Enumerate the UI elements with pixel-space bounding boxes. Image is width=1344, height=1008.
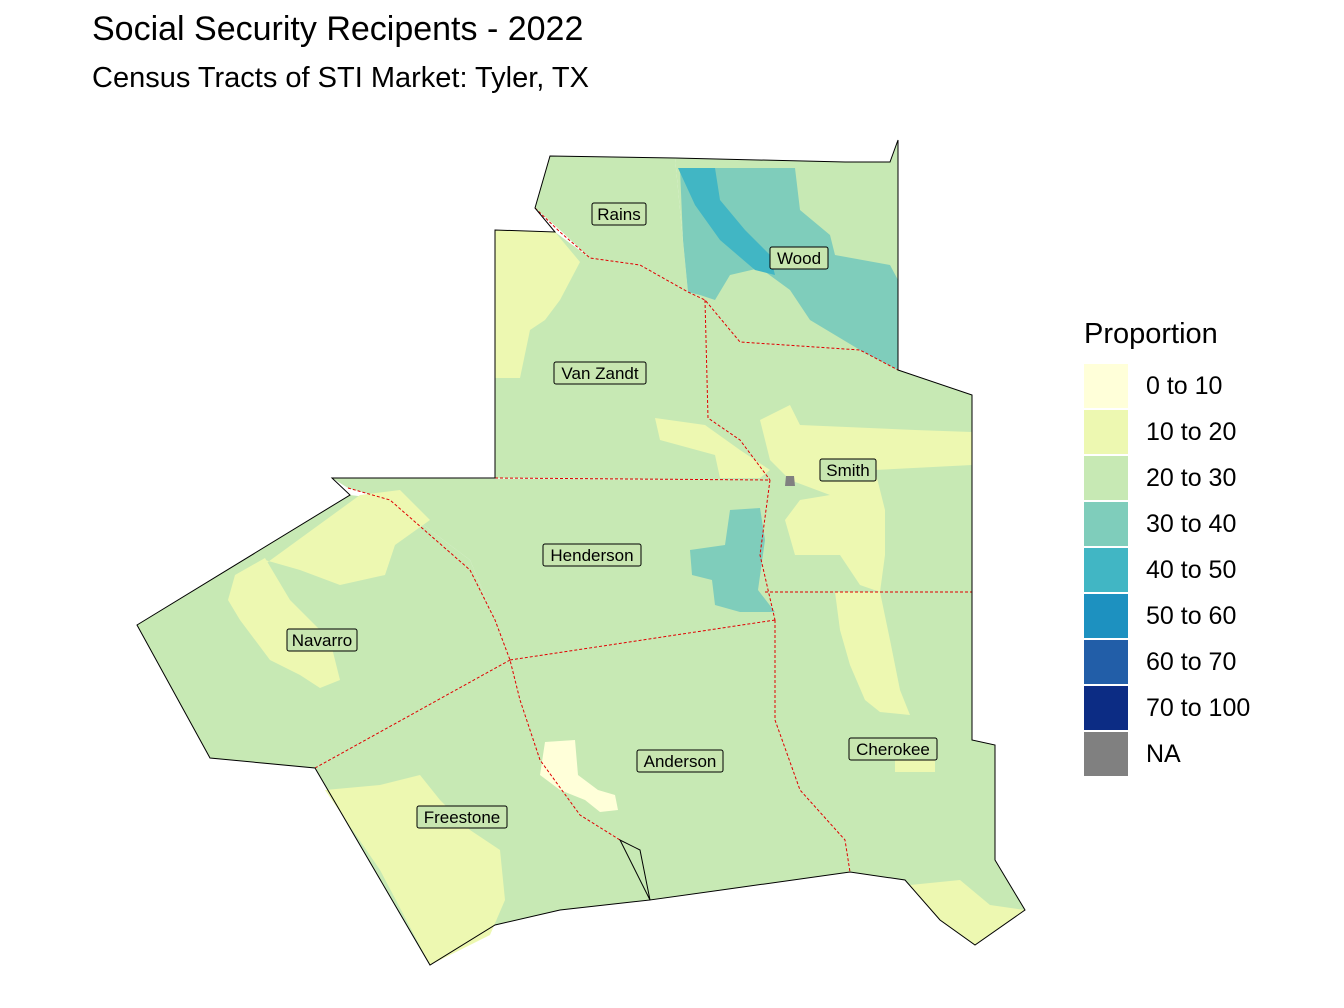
legend-item: NA (1084, 731, 1250, 777)
legend-label: 10 to 20 (1146, 417, 1237, 446)
tract-40-50 (678, 168, 775, 275)
svg-text:Freestone: Freestone (424, 808, 501, 827)
county-label-smith: Smith (819, 458, 877, 482)
county-label-freestone: Freestone (416, 805, 508, 829)
legend-swatch (1084, 594, 1128, 638)
market-outline (136, 139, 1026, 966)
legend-swatch (1084, 364, 1128, 408)
legend-label: 30 to 40 (1146, 509, 1237, 538)
legend-swatch (1084, 548, 1128, 592)
county-label-henderson: Henderson (542, 543, 642, 567)
tract-10-20 (495, 230, 580, 378)
svg-text:Cherokee: Cherokee (856, 740, 930, 759)
county-label-anderson: Anderson (636, 749, 724, 773)
svg-text:Van Zandt: Van Zandt (561, 364, 638, 383)
legend-item: 0 to 10 (1084, 363, 1250, 409)
legend: Proportion 0 to 10 10 to 20 20 to 30 30 … (1084, 318, 1250, 777)
svg-text:Smith: Smith (826, 461, 869, 480)
svg-text:Rains: Rains (597, 205, 640, 224)
legend-item: 50 to 60 (1084, 593, 1250, 639)
map-subtitle: Census Tracts of STI Market: Tyler, TX (92, 62, 589, 94)
legend-swatch (1084, 732, 1128, 776)
tract-10-20 (895, 760, 935, 772)
legend-title: Proportion (1084, 318, 1218, 350)
legend-label: 40 to 50 (1146, 555, 1237, 584)
tract-10-20 (760, 405, 972, 592)
legend-label: 0 to 10 (1146, 371, 1223, 400)
legend-label: NA (1146, 739, 1181, 768)
legend-label: 20 to 30 (1146, 463, 1237, 492)
legend-item: 10 to 20 (1084, 409, 1250, 455)
map-title: Social Security Recipents - 2022 (92, 10, 584, 48)
legend-label: 70 to 100 (1146, 693, 1251, 722)
legend-swatch (1084, 686, 1128, 730)
legend-swatch (1084, 410, 1128, 454)
svg-text:Anderson: Anderson (644, 752, 717, 771)
tract-10-20 (910, 880, 1025, 945)
tract-10-20 (655, 418, 770, 478)
legend-label: 60 to 70 (1146, 647, 1237, 676)
county-labels: Rains Wood Van Zandt Smith Henderson Nav… (286, 202, 938, 829)
legend-label: 50 to 60 (1146, 601, 1237, 630)
svg-text:Navarro: Navarro (292, 631, 352, 650)
county-label-navarro: Navarro (286, 628, 358, 652)
legend-item: 70 to 100 (1084, 685, 1250, 731)
tract-na (785, 476, 795, 486)
tract-10-20 (228, 558, 340, 688)
tract-10-20 (835, 592, 910, 715)
county-henderson (332, 478, 775, 660)
legend-item: 30 to 40 (1084, 501, 1250, 547)
legend-swatch (1084, 640, 1128, 684)
county-label-wood: Wood (769, 246, 829, 270)
tract-0-10 (540, 740, 618, 812)
svg-text:Henderson: Henderson (550, 546, 633, 565)
tract-30-40-henderson (690, 508, 775, 612)
legend-item: 60 to 70 (1084, 639, 1250, 685)
legend-item: 20 to 30 (1084, 455, 1250, 501)
legend-swatch (1084, 456, 1128, 500)
county-label-cherokee: Cherokee (848, 737, 938, 761)
legend-items: 0 to 10 10 to 20 20 to 30 30 to 40 40 to… (1084, 363, 1250, 777)
county-boundaries (314, 207, 972, 873)
county-label-van-zandt: Van Zandt (553, 361, 647, 385)
legend-swatch (1084, 502, 1128, 546)
legend-item: 40 to 50 (1084, 547, 1250, 593)
tract-10-20 (250, 490, 430, 585)
county-label-rains: Rains (591, 202, 647, 226)
svg-text:Wood: Wood (777, 249, 821, 268)
